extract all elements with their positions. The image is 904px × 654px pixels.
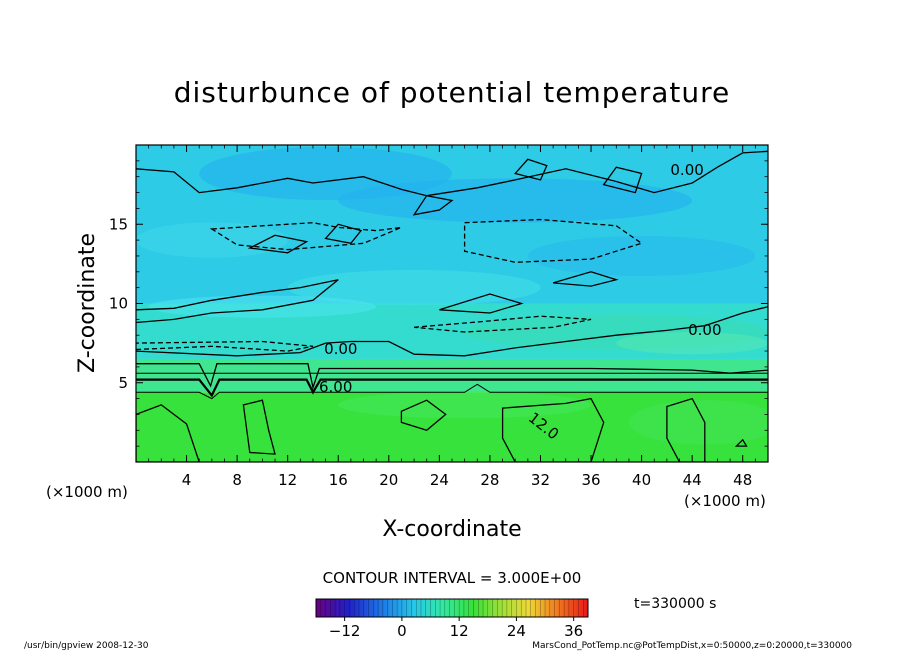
contour-closed: [602, 166, 643, 194]
y-tick-label: 5: [118, 374, 128, 392]
contour-closed: [324, 223, 363, 245]
contour-closed: [247, 234, 309, 254]
colorbar-stripes: [315, 599, 589, 617]
colorbar-ticks: −12 0 12 24 36: [329, 617, 583, 640]
contour-6: [136, 378, 768, 398]
chart-title: disturbunce of potential temperature: [174, 76, 731, 109]
contour-neg3-mid: [414, 315, 592, 333]
colorbar: −12 0 12 24 36: [315, 598, 589, 640]
plot-area: [136, 145, 768, 462]
x-tick-label: 48: [733, 471, 752, 489]
contour-closed: [400, 399, 447, 432]
contour-0-top: [136, 150, 768, 197]
x-axis-title: X-coordinate: [382, 517, 521, 542]
x-tick-label: 36: [581, 471, 600, 489]
y-axis-title: Z-coordinate: [75, 233, 100, 373]
x-tick-label: 20: [379, 471, 398, 489]
contour-label: 6.00: [319, 378, 352, 396]
contour-label: 0.00: [688, 321, 721, 339]
contour-0: [136, 306, 768, 357]
contour-neg3: [209, 222, 402, 251]
shade-patch: [287, 269, 541, 306]
colorbar-tick-label: 24: [507, 622, 526, 640]
contour-closed: [412, 194, 454, 216]
x-tick-label: 28: [480, 471, 499, 489]
x-tick-label: 24: [430, 471, 449, 489]
shade-patch: [628, 400, 768, 445]
contour-neg3-low: [136, 340, 314, 352]
contour-closed: [552, 271, 619, 287]
contour-closed: [439, 293, 524, 314]
y-tick-label: 15: [109, 215, 128, 233]
shade-patch: [616, 332, 768, 355]
contour-closed: [501, 397, 605, 462]
contour-neg3: [463, 218, 644, 263]
contour-9: [136, 363, 768, 390]
x-unit-label-right: (×1000 m): [684, 492, 766, 510]
shade-patch: [136, 222, 288, 258]
colorbar-tick-label: −12: [329, 622, 361, 640]
x-unit-label-left: (×1000 m): [46, 483, 128, 501]
time-label: t=330000 s: [634, 596, 716, 612]
contour-closed: [666, 397, 706, 462]
shade-patch: [338, 178, 693, 223]
contour-closed: [734, 438, 748, 447]
colorbar-tick-label: 12: [450, 622, 469, 640]
x-tick-label: 12: [278, 471, 297, 489]
x-tick-label: 8: [232, 471, 242, 489]
footer-left-text: /usr/bin/gpview 2008-12-30: [24, 641, 149, 651]
contour-closed: [136, 404, 200, 462]
contour-12-base: [136, 383, 768, 400]
x-tick-label: 44: [683, 471, 702, 489]
colorbar-gradient: [315, 598, 589, 618]
contour-closed: [242, 399, 276, 455]
shade-patch: [527, 235, 756, 276]
y-tick-label: 10: [109, 295, 128, 313]
layer-transition: [136, 358, 768, 393]
x-tick-label: 40: [632, 471, 651, 489]
x-tick-label: 16: [329, 471, 348, 489]
x-tick-label: 4: [182, 471, 192, 489]
contour-0-tongue: [136, 279, 339, 324]
x-axis: 4 8 12 16 20 24 28 32 36 40 44 48: [148, 145, 756, 489]
colorbar-tick-label: 0: [397, 622, 407, 640]
x-tick-label: 32: [531, 471, 550, 489]
contour-closed: [514, 158, 548, 181]
colorbar-tick-label: 36: [564, 622, 583, 640]
contour-interval-label: CONTOUR INTERVAL = 3.000E+00: [323, 569, 582, 587]
footer-right-text: MarsCond_PotTemp.nc@PotTempDist,x=0:5000…: [532, 641, 852, 651]
contour-label: 0.00: [324, 340, 357, 358]
contour-label: 0.00: [670, 161, 703, 179]
y-axis: 5 10 15: [109, 160, 768, 447]
